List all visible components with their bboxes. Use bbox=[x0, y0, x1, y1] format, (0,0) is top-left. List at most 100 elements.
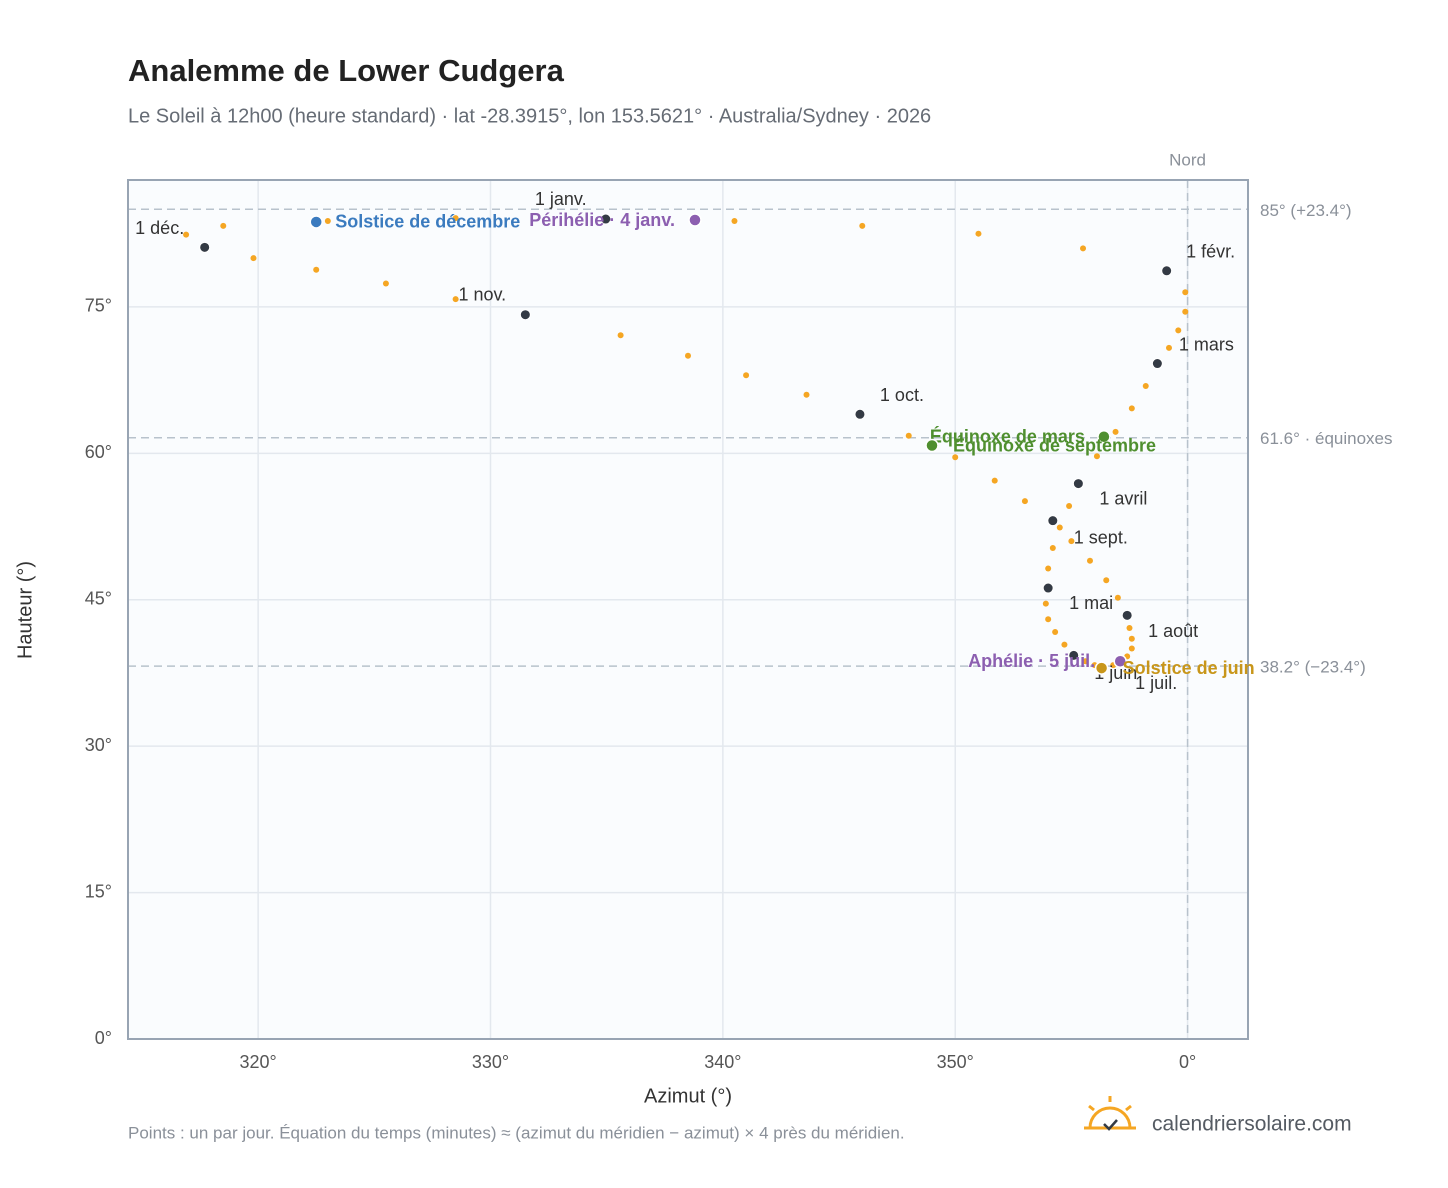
event-label: Solstice de juin bbox=[1123, 658, 1255, 678]
daily-dot bbox=[313, 266, 320, 273]
month-label: 1 août bbox=[1148, 621, 1198, 641]
month-marker bbox=[600, 213, 612, 225]
brand-icon bbox=[1084, 1096, 1136, 1131]
month-label: 1 mars bbox=[1179, 334, 1234, 354]
month-label: 1 janv. bbox=[535, 189, 587, 209]
daily-dot bbox=[905, 432, 912, 439]
daily-dot bbox=[183, 231, 190, 238]
x-tick-label: 330° bbox=[472, 1052, 509, 1072]
daily-dot bbox=[1052, 628, 1059, 635]
daily-dot bbox=[859, 222, 866, 229]
daily-dot bbox=[1042, 600, 1049, 607]
footnote: Points : un par jour. Équation du temps … bbox=[128, 1123, 905, 1142]
daily-dot bbox=[1068, 538, 1075, 545]
north-label: Nord bbox=[1169, 150, 1206, 169]
month-label: 1 sept. bbox=[1074, 527, 1128, 547]
daily-dot bbox=[1066, 503, 1073, 510]
y-tick-label: 75° bbox=[85, 296, 112, 316]
daily-dot bbox=[324, 217, 331, 224]
y-tick-label: 0° bbox=[95, 1028, 112, 1048]
event-dot bbox=[1097, 429, 1111, 444]
month-marker bbox=[199, 241, 211, 253]
daily-dot bbox=[743, 372, 750, 379]
daily-dot bbox=[452, 296, 459, 303]
x-tick-label: 350° bbox=[937, 1052, 974, 1072]
daily-dot bbox=[952, 454, 959, 461]
event-dot bbox=[309, 215, 323, 229]
daily-dot bbox=[1175, 327, 1182, 334]
y-tick-label: 15° bbox=[85, 881, 112, 901]
daily-dot bbox=[1182, 308, 1189, 315]
event-label: Équinoxe de mars bbox=[930, 425, 1085, 446]
month-marker bbox=[1047, 515, 1059, 527]
month-marker bbox=[519, 309, 531, 321]
month-marker bbox=[854, 408, 866, 420]
x-tick-label: 0° bbox=[1179, 1052, 1196, 1072]
event-dot bbox=[1113, 654, 1127, 668]
daily-dot bbox=[1086, 557, 1093, 564]
daily-dot bbox=[1045, 616, 1052, 623]
event-label: Aphélie · 5 juil. bbox=[968, 651, 1095, 671]
y-tick-label: 60° bbox=[85, 442, 112, 462]
x-axis-label: Azimut (°) bbox=[644, 1085, 732, 1107]
month-label: 1 avril bbox=[1099, 488, 1147, 508]
plot-frame bbox=[127, 179, 1249, 1040]
daily-dot bbox=[1165, 344, 1172, 351]
daily-dot bbox=[1112, 428, 1119, 435]
daily-dot bbox=[1049, 545, 1056, 552]
month-label: 1 déc. bbox=[135, 218, 184, 238]
daily-dot bbox=[617, 332, 624, 339]
x-tick-label: 320° bbox=[240, 1052, 277, 1072]
daily-dot bbox=[250, 255, 257, 262]
reference-label: 85° (+23.4°) bbox=[1260, 201, 1352, 220]
plot-area bbox=[128, 180, 1248, 1039]
month-marker bbox=[1072, 478, 1084, 490]
y-tick-label: 45° bbox=[85, 588, 112, 608]
daily-dot bbox=[220, 222, 227, 229]
chart-title: Analemme de Lower Cudgera bbox=[128, 53, 565, 88]
month-label: 1 févr. bbox=[1186, 242, 1235, 262]
month-label: 1 nov. bbox=[458, 284, 506, 304]
daily-dot bbox=[1056, 524, 1063, 531]
daily-dot bbox=[1128, 635, 1135, 642]
month-label: 1 mai bbox=[1069, 593, 1113, 613]
month-marker bbox=[1121, 609, 1133, 621]
x-tick-label: 340° bbox=[704, 1052, 741, 1072]
event-dot bbox=[925, 438, 939, 453]
daily-dot bbox=[1126, 625, 1133, 632]
reference-label: 61.6° · équinoxes bbox=[1260, 429, 1393, 448]
daily-dot bbox=[382, 280, 389, 287]
event-label: Équinoxe de septembre bbox=[953, 434, 1156, 455]
month-marker bbox=[1068, 649, 1080, 661]
month-marker bbox=[1151, 358, 1163, 370]
reference-label: 38.2° (−23.4°) bbox=[1260, 658, 1366, 677]
y-axis-label: Hauteur (°) bbox=[14, 561, 36, 659]
month-marker bbox=[1042, 582, 1054, 594]
month-marker bbox=[1161, 265, 1173, 277]
daily-dot bbox=[685, 352, 691, 359]
daily-dot bbox=[1021, 498, 1028, 505]
daily-dot bbox=[452, 215, 459, 222]
daily-dot bbox=[1128, 405, 1135, 412]
event-label: Périhélie · 4 janv. bbox=[529, 210, 675, 230]
daily-dot bbox=[1061, 641, 1068, 648]
daily-dot bbox=[1080, 245, 1087, 252]
event-dot bbox=[688, 213, 702, 227]
daily-dot bbox=[1128, 645, 1135, 652]
daily-dot bbox=[1142, 382, 1149, 389]
daily-dot bbox=[1045, 565, 1052, 572]
daily-dot bbox=[731, 217, 738, 224]
daily-dot bbox=[975, 230, 982, 237]
month-label: 1 oct. bbox=[880, 385, 924, 405]
chart-subtitle: Le Soleil à 12h00 (heure standard) · lat… bbox=[128, 105, 931, 127]
event-label: Solstice de décembre bbox=[335, 212, 520, 232]
y-tick-label: 30° bbox=[85, 735, 112, 755]
event-dot bbox=[1094, 661, 1109, 675]
daily-dot bbox=[1082, 658, 1089, 665]
daily-dot bbox=[803, 391, 810, 398]
daily-dot bbox=[1114, 594, 1121, 601]
daily-dot bbox=[1103, 577, 1110, 584]
daily-dot bbox=[1093, 453, 1100, 460]
brand: calendriersolaire.com bbox=[1152, 1113, 1352, 1136]
